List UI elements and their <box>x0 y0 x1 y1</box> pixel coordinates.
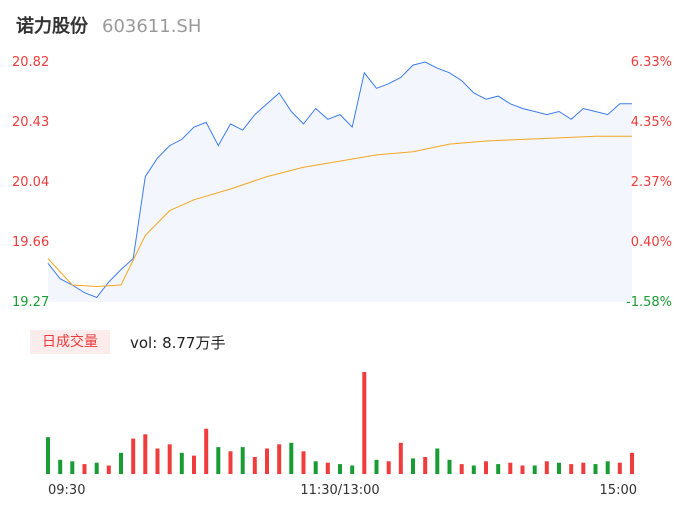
volume-bar <box>459 464 464 474</box>
volume-bar <box>593 464 598 474</box>
average-price-line <box>47 135 632 288</box>
stock-code: 603611.SH <box>102 16 202 37</box>
price-lines-layer <box>47 61 632 298</box>
volume-bar <box>192 455 196 474</box>
volume-bar <box>532 465 537 474</box>
price-line <box>47 61 632 298</box>
volume-readout-value: 8.77万手 <box>162 334 226 352</box>
volume-bar <box>423 457 428 474</box>
volume-bar <box>70 461 75 475</box>
volume-bar <box>386 461 391 475</box>
volume-bar <box>277 444 282 475</box>
volume-bar <box>557 462 561 474</box>
volume-bar <box>313 461 318 475</box>
price-area-fill <box>48 62 632 302</box>
x-tick: 09:30 <box>48 483 85 498</box>
volume-readout: vol: 8.77万手 <box>130 332 225 353</box>
y-tick-left: 19.66 <box>12 235 49 250</box>
volume-bars-layer <box>46 372 634 475</box>
volume-bar <box>167 444 172 475</box>
y-tick-right: 6.33% <box>631 55 672 70</box>
y-tick-left: 20.04 <box>12 175 49 190</box>
y-tick-left: 19.27 <box>12 295 49 310</box>
y-tick-right: -1.58% <box>626 295 672 310</box>
volume-bar <box>374 459 379 474</box>
volume-bar <box>179 452 184 475</box>
y-tick-right: 0.40% <box>631 235 672 250</box>
stock-name: 诺力股份 <box>16 16 88 37</box>
volume-bar <box>82 464 87 474</box>
volume-bar <box>581 462 586 474</box>
volume-bar <box>569 464 574 474</box>
volume-bar <box>350 465 355 474</box>
price-area-layer <box>48 62 632 302</box>
y-tick-right: 4.35% <box>631 115 672 130</box>
y-tick-left: 20.82 <box>12 55 49 70</box>
volume-bar <box>338 464 342 474</box>
volume-bar <box>46 437 50 474</box>
volume-bar <box>289 442 294 474</box>
volume-bar <box>508 462 513 474</box>
axis-labels-layer: 20.82 6.33% 20.43 4.35% 20.04 2.37% 19.66 0.40%… <box>12 55 672 498</box>
volume-bar <box>630 452 634 475</box>
volume-bar <box>447 459 452 474</box>
volume-bar <box>119 452 123 475</box>
volume-bar <box>58 459 63 474</box>
volume-bar <box>484 461 488 475</box>
volume-bar <box>362 372 367 474</box>
volume-bar <box>605 461 610 475</box>
volume-bar <box>143 434 148 474</box>
volume-bar <box>496 464 501 474</box>
volume-bar <box>471 465 476 474</box>
y-tick-right: 2.37% <box>631 175 672 190</box>
volume-bar <box>265 448 269 474</box>
volume-bar <box>228 451 233 474</box>
volume-bar <box>544 461 549 475</box>
volume-bar <box>204 428 209 474</box>
volume-bar <box>131 438 136 474</box>
volume-bar <box>325 462 330 474</box>
volume-bar <box>617 462 622 474</box>
volume-badge: 日成交量 <box>30 330 110 354</box>
volume-bar <box>216 447 221 474</box>
volume-bar <box>252 457 257 474</box>
x-tick: 11:30/13:00 <box>300 483 379 498</box>
volume-bar <box>240 447 245 474</box>
volume-bar <box>301 451 306 474</box>
volume-bar <box>520 465 525 474</box>
volume-readout-label: vol: <box>130 334 158 352</box>
volume-bar <box>106 465 111 474</box>
volume-bar <box>398 442 403 474</box>
volume-bar <box>155 448 160 474</box>
volume-bar <box>94 462 99 474</box>
volume-bar <box>435 448 440 474</box>
volume-bar <box>411 458 415 474</box>
y-tick-left: 20.43 <box>12 115 49 130</box>
stock-header: 诺力股份 603611.SH <box>16 12 201 40</box>
x-tick: 15:00 <box>600 483 637 498</box>
